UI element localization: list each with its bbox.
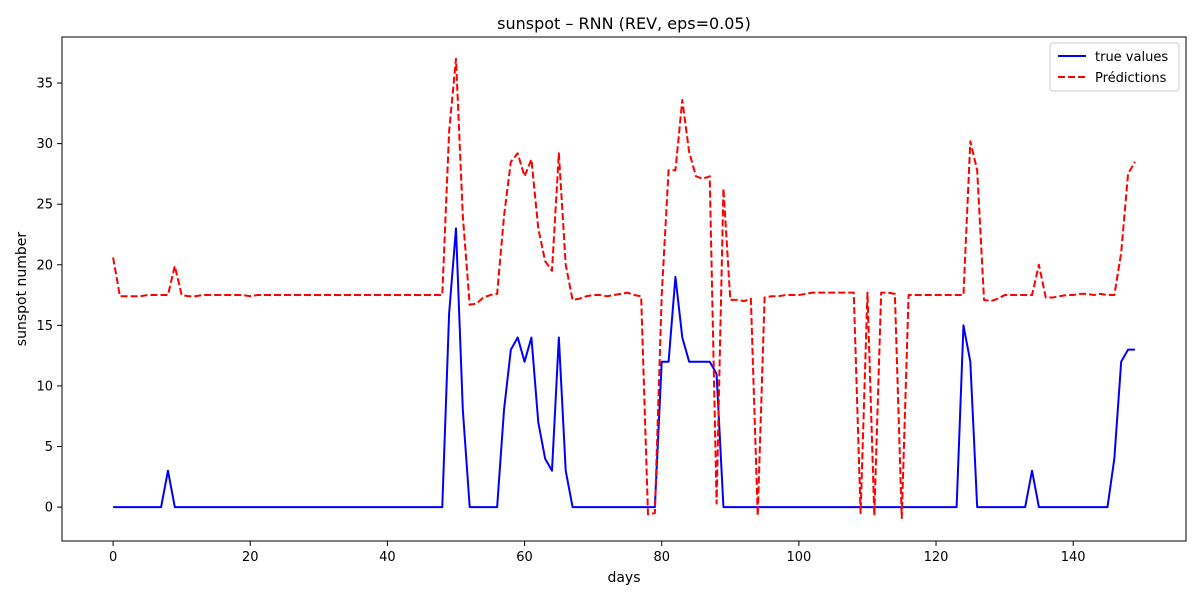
x-tick-label: 80 [653, 550, 670, 565]
legend: true values Prédictions [1049, 42, 1180, 92]
x-tick-label: 40 [379, 550, 396, 565]
y-tick-label: 25 [36, 198, 53, 213]
series-line-true-values [113, 227, 1135, 509]
x-tick-label: 20 [242, 550, 259, 565]
y-ticks: 0 5 10 15 20 25 30 35 [36, 77, 62, 516]
x-tick-label: 0 [109, 550, 117, 565]
x-tick-label: 100 [786, 550, 811, 565]
x-axis-label: days [607, 570, 640, 586]
plot-frame [61, 36, 1187, 542]
y-tick-label: 15 [36, 319, 53, 334]
x-tick-label: 120 [924, 550, 949, 565]
series-line-pr-dictions [112, 57, 1136, 519]
x-tick-label: 140 [1061, 550, 1086, 565]
x-ticks: 0 20 40 60 80 100 120 140 [109, 541, 1086, 565]
y-tick-label: 35 [36, 77, 53, 92]
y-tick-label: 30 [36, 137, 53, 152]
series-layer [112, 57, 1136, 519]
legend-label-predictions: Prédictions [1095, 71, 1167, 86]
x-tick-label: 60 [516, 550, 533, 565]
plot-area [62, 37, 1186, 541]
y-axis-label: sunspot number [14, 232, 30, 347]
y-tick-label: 20 [36, 258, 53, 273]
y-tick-label: 5 [45, 440, 53, 455]
y-tick-label: 10 [36, 379, 53, 394]
y-tick-label: 0 [45, 501, 53, 516]
legend-label-true-values: true values [1095, 50, 1168, 65]
chart-title: sunspot – RNN (REV, eps=0.05) [497, 14, 751, 33]
